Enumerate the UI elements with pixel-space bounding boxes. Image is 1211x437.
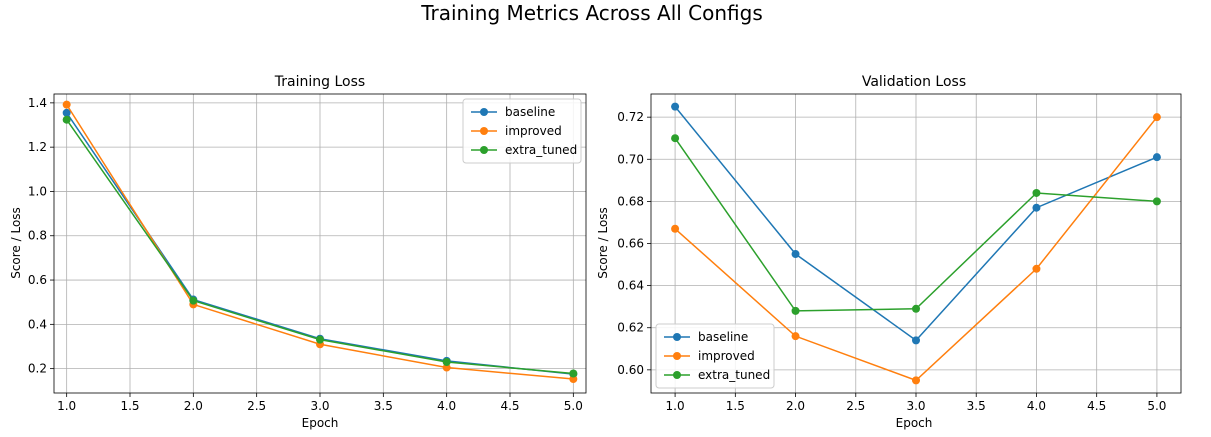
x-tick-label: 4.5 bbox=[500, 399, 519, 413]
data-point-baseline bbox=[912, 336, 920, 345]
x-tick-label: 1.0 bbox=[57, 399, 76, 413]
y-tick-label: 1.4 bbox=[28, 96, 47, 110]
legend-swatch-marker bbox=[480, 127, 488, 135]
legend-swatch-marker bbox=[673, 371, 681, 379]
x-tick-label: 4.5 bbox=[1087, 399, 1106, 413]
y-tick-label: 0.72 bbox=[617, 110, 644, 124]
data-point-extra_tuned bbox=[671, 134, 680, 143]
data-point-extra_tuned bbox=[189, 296, 198, 305]
y-tick-label: 0.66 bbox=[617, 237, 644, 251]
legend-label-baseline: baseline bbox=[698, 330, 748, 344]
legend-label-extra_tuned: extra_tuned bbox=[698, 368, 770, 382]
data-point-extra_tuned bbox=[62, 115, 71, 124]
x-tick-label: 4.0 bbox=[1027, 399, 1046, 413]
y-tick-label: 1.0 bbox=[28, 184, 47, 198]
validation-loss-chart: Validation Loss Epoch Score / Loss 1.0 1.… bbox=[596, 74, 1182, 430]
data-point-baseline bbox=[1032, 203, 1041, 212]
x-tick-label: 5.0 bbox=[1147, 399, 1166, 413]
x-tick-label: 2.5 bbox=[846, 399, 865, 413]
data-point-improved bbox=[442, 363, 451, 372]
chart-title: Validation Loss bbox=[862, 74, 966, 90]
y-tick-label: 0.8 bbox=[28, 229, 47, 243]
y-tick-label: 0.6 bbox=[28, 273, 47, 287]
x-tick-label: 1.5 bbox=[726, 399, 745, 413]
data-point-improved bbox=[671, 224, 680, 233]
x-tick-label: 3.5 bbox=[374, 399, 393, 413]
x-tick-label: 2.5 bbox=[247, 399, 266, 413]
y-axis-label: Score / Loss bbox=[596, 207, 610, 279]
legend-swatch-marker bbox=[673, 352, 681, 360]
data-point-extra_tuned bbox=[1152, 197, 1161, 206]
legend-box bbox=[655, 323, 775, 389]
legend: baseline improved extra_tuned bbox=[655, 323, 775, 389]
data-point-improved bbox=[62, 100, 71, 109]
data-point-baseline bbox=[62, 108, 71, 117]
data-point-extra_tuned bbox=[791, 306, 800, 315]
data-point-baseline bbox=[1152, 153, 1161, 162]
y-tick-label: 0.60 bbox=[617, 363, 644, 377]
x-tick-label: 2.0 bbox=[184, 399, 203, 413]
y-tick-label: 0.68 bbox=[617, 194, 644, 208]
data-point-extra_tuned bbox=[316, 335, 324, 344]
legend-swatch-marker bbox=[673, 333, 681, 341]
y-axis-label: Score / Loss bbox=[9, 207, 23, 279]
y-tick-label: 1.2 bbox=[28, 140, 47, 154]
x-tick-label: 1.5 bbox=[120, 399, 139, 413]
data-point-improved bbox=[1032, 264, 1041, 273]
data-point-baseline bbox=[671, 102, 680, 111]
y-tick-label: 0.62 bbox=[617, 321, 644, 335]
data-point-extra_tuned bbox=[1032, 188, 1041, 197]
data-point-improved bbox=[912, 376, 920, 385]
y-tick-label: 0.4 bbox=[28, 317, 47, 331]
x-tick-label: 2.0 bbox=[786, 399, 805, 413]
x-tick-label: 5.0 bbox=[564, 399, 583, 413]
data-point-improved bbox=[569, 375, 578, 384]
x-axis-label: Epoch bbox=[896, 416, 933, 430]
plot-frame bbox=[53, 93, 587, 394]
x-axis-label: Epoch bbox=[302, 416, 339, 430]
x-tick-label: 3.5 bbox=[967, 399, 986, 413]
legend-label-improved: improved bbox=[698, 349, 755, 363]
legend: baseline improved extra_tuned bbox=[462, 98, 582, 164]
legend-swatch-marker bbox=[480, 146, 488, 154]
data-point-improved bbox=[1152, 113, 1161, 122]
figure-title: Training Metrics Across All Configs bbox=[420, 1, 763, 25]
chart-title: Training Loss bbox=[274, 74, 365, 90]
training-loss-chart: Training Loss Epoch Score / Loss 1.0 1.5 2… bbox=[9, 74, 587, 430]
legend-box bbox=[462, 98, 582, 164]
data-point-extra_tuned bbox=[569, 369, 578, 378]
legend-label-baseline: baseline bbox=[505, 105, 555, 119]
data-point-baseline bbox=[791, 250, 800, 259]
x-tick-label: 1.0 bbox=[666, 399, 685, 413]
legend-swatch-marker bbox=[480, 108, 488, 116]
data-point-extra_tuned bbox=[442, 357, 451, 366]
legend-label-improved: improved bbox=[505, 124, 562, 138]
plot-frame bbox=[650, 93, 1182, 394]
y-tick-label: 0.64 bbox=[617, 279, 644, 293]
data-point-improved bbox=[791, 332, 800, 341]
x-tick-label: 4.0 bbox=[437, 399, 456, 413]
x-tick-label: 3.0 bbox=[310, 399, 329, 413]
legend-label-extra_tuned: extra_tuned bbox=[505, 143, 577, 157]
y-tick-label: 0.2 bbox=[28, 362, 47, 376]
data-point-extra_tuned bbox=[912, 304, 920, 313]
x-tick-label: 3.0 bbox=[906, 399, 925, 413]
y-tick-label: 0.70 bbox=[617, 152, 644, 166]
